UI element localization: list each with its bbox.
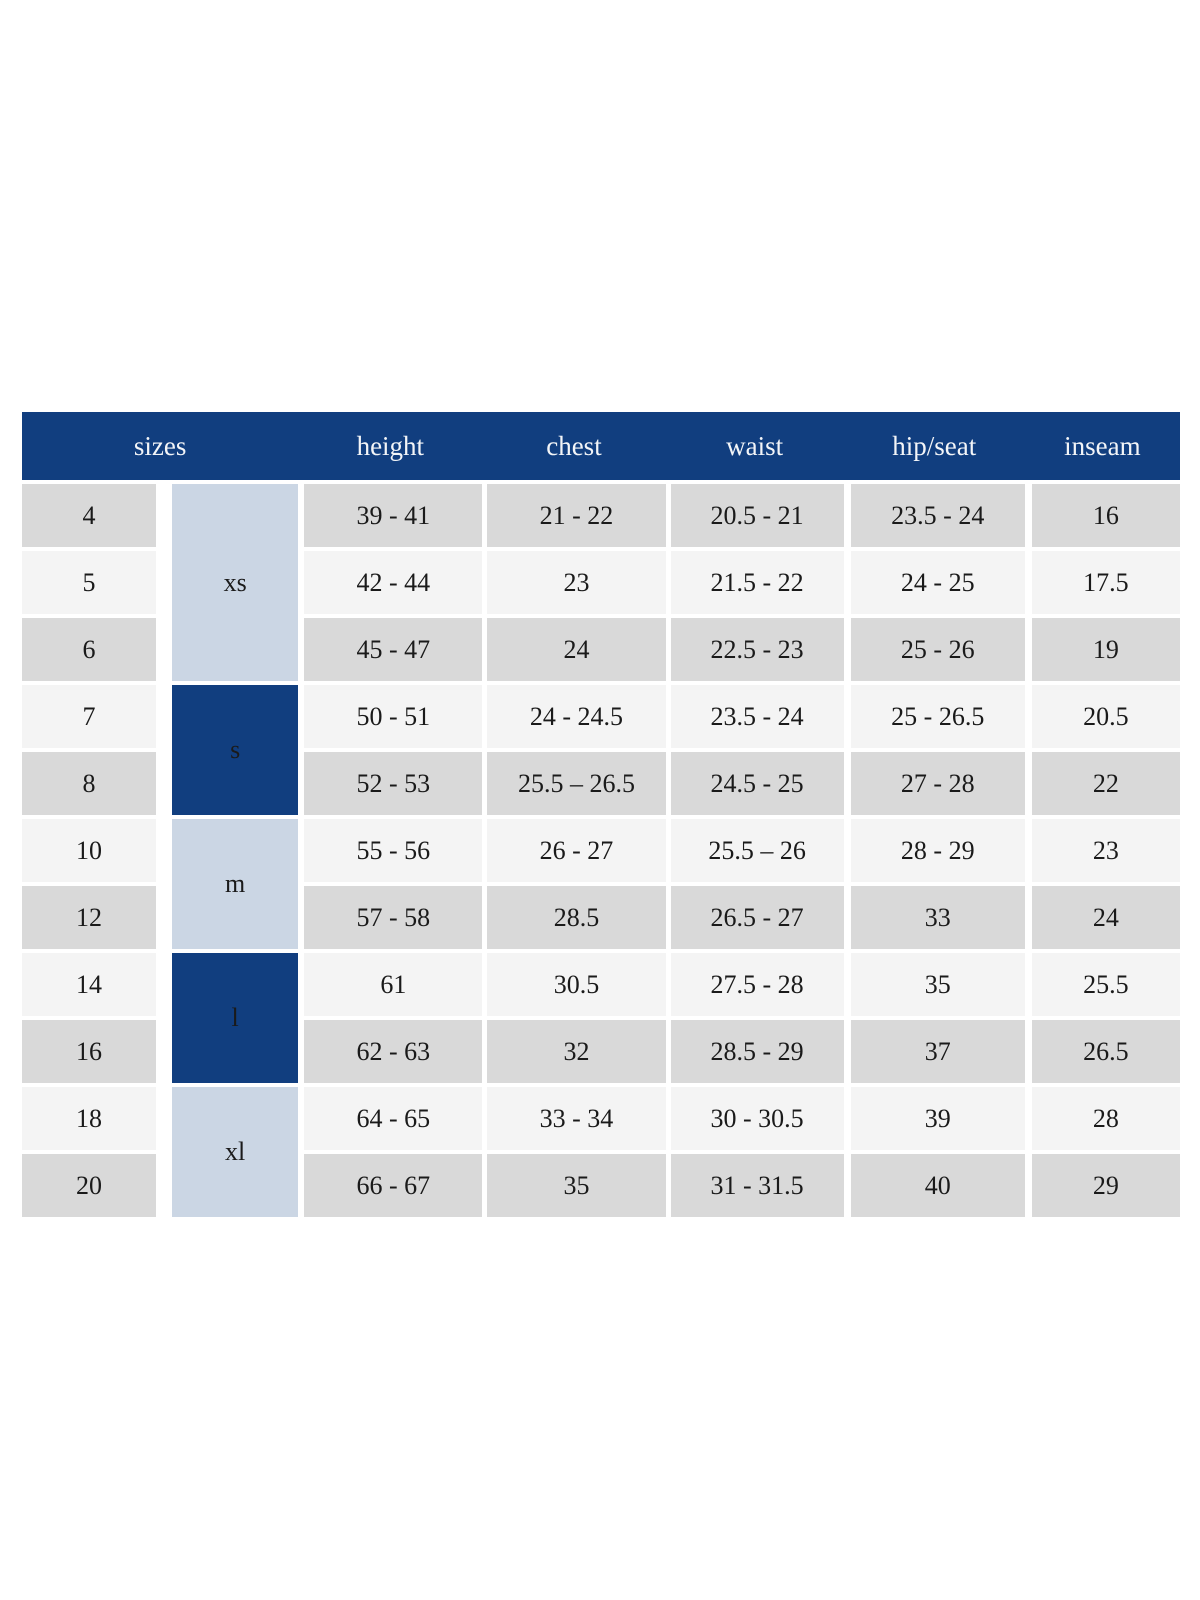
hip-seat-cell: 40 xyxy=(843,1150,1025,1217)
size-group-cell-l: l xyxy=(156,949,299,1083)
height-cell: 42 - 44 xyxy=(298,547,483,614)
inseam-cell: 16 xyxy=(1024,480,1180,547)
chest-cell: 24 - 24.5 xyxy=(482,681,666,748)
size-number-cell: 8 xyxy=(22,748,157,815)
size-group-cell-s: s xyxy=(156,681,299,815)
waist-cell: 20.5 - 21 xyxy=(665,480,844,547)
chest-cell: 23 xyxy=(482,547,666,614)
height-cell: 52 - 53 xyxy=(298,748,483,815)
size-chart: sizes height chest waist hip/seat inseam… xyxy=(22,412,1180,1217)
chest-cell: 30.5 xyxy=(482,949,666,1016)
table-row: 7 s 50 - 51 24 - 24.5 23.5 - 24 25 - 26.… xyxy=(22,681,1180,815)
inseam-cell: 24 xyxy=(1024,882,1180,949)
inseam-cell: 29 xyxy=(1024,1150,1180,1217)
inseam-cell: 22 xyxy=(1024,748,1180,815)
height-cell: 64 - 65 xyxy=(298,1083,483,1150)
waist-cell: 28.5 - 29 xyxy=(665,1016,844,1083)
size-group-cell-m: m xyxy=(156,815,299,949)
chest-cell: 25.5 – 26.5 xyxy=(482,748,666,815)
table-row: 4 xs 39 - 41 21 - 22 20.5 - 21 23.5 - 24… xyxy=(22,480,1180,681)
size-number-cell: 16 xyxy=(22,1016,157,1083)
hip-seat-cell: 24 - 25 xyxy=(843,547,1025,614)
waist-cell: 22.5 - 23 xyxy=(665,614,844,681)
waist-cell: 30 - 30.5 xyxy=(665,1083,844,1150)
size-number-cell: 6 xyxy=(22,614,157,681)
height-cell: 55 - 56 xyxy=(298,815,483,882)
height-cell: 61 xyxy=(298,949,483,1016)
size-chart-table: sizes height chest waist hip/seat inseam… xyxy=(22,412,1180,1217)
inseam-cell: 26.5 xyxy=(1024,1016,1180,1083)
table-row: 10 m 55 - 56 26 - 27 25.5 – 26 28 - 29 2… xyxy=(22,815,1180,949)
size-number-cell: 18 xyxy=(22,1083,157,1150)
inseam-cell: 20.5 xyxy=(1024,681,1180,748)
column-header-height: height xyxy=(298,412,483,480)
size-group-cell-xl: xl xyxy=(156,1083,299,1217)
hip-seat-cell: 39 xyxy=(843,1083,1025,1150)
header-row: sizes height chest waist hip/seat inseam xyxy=(22,412,1180,480)
chest-cell: 21 - 22 xyxy=(482,480,666,547)
chest-cell: 35 xyxy=(482,1150,666,1217)
inseam-cell: 23 xyxy=(1024,815,1180,882)
size-number-cell: 14 xyxy=(22,949,157,1016)
waist-cell: 27.5 - 28 xyxy=(665,949,844,1016)
hip-seat-cell: 37 xyxy=(843,1016,1025,1083)
column-header-waist: waist xyxy=(665,412,844,480)
table-row: 16 62 - 63 32 28.5 - 29 37 26.5 xyxy=(22,1016,1180,1083)
inseam-cell: 19 xyxy=(1024,614,1180,681)
hip-seat-cell: 25 - 26.5 xyxy=(843,681,1025,748)
size-number-cell: 5 xyxy=(22,547,157,614)
size-number-cell: 20 xyxy=(22,1150,157,1217)
table-row: 5 42 - 44 23 21.5 - 22 24 - 25 17.5 xyxy=(22,547,1180,614)
waist-cell: 21.5 - 22 xyxy=(665,547,844,614)
hip-seat-cell: 35 xyxy=(843,949,1025,1016)
table-header: sizes height chest waist hip/seat inseam xyxy=(22,412,1180,480)
inseam-cell: 28 xyxy=(1024,1083,1180,1150)
waist-cell: 25.5 – 26 xyxy=(665,815,844,882)
waist-cell: 31 - 31.5 xyxy=(665,1150,844,1217)
column-header-inseam: inseam xyxy=(1024,412,1180,480)
hip-seat-cell: 28 - 29 xyxy=(843,815,1025,882)
hip-seat-cell: 25 - 26 xyxy=(843,614,1025,681)
height-cell: 66 - 67 xyxy=(298,1150,483,1217)
height-cell: 50 - 51 xyxy=(298,681,483,748)
table-row: 14 l 61 30.5 27.5 - 28 35 25.5 xyxy=(22,949,1180,1083)
table-row: 20 66 - 67 35 31 - 31.5 40 29 xyxy=(22,1150,1180,1217)
waist-cell: 24.5 - 25 xyxy=(665,748,844,815)
waist-cell: 26.5 - 27 xyxy=(665,882,844,949)
height-cell: 57 - 58 xyxy=(298,882,483,949)
table-row: 6 45 - 47 24 22.5 - 23 25 - 26 19 xyxy=(22,614,1180,681)
height-cell: 39 - 41 xyxy=(298,480,483,547)
column-header-hip-seat: hip/seat xyxy=(843,412,1025,480)
table-row: 18 xl 64 - 65 33 - 34 30 - 30.5 39 28 xyxy=(22,1083,1180,1217)
size-number-cell: 7 xyxy=(22,681,157,748)
table-body: 4 xs 39 - 41 21 - 22 20.5 - 21 23.5 - 24… xyxy=(22,480,1180,1217)
table-row: 8 52 - 53 25.5 – 26.5 24.5 - 25 27 - 28 … xyxy=(22,748,1180,815)
height-cell: 45 - 47 xyxy=(298,614,483,681)
column-header-chest: chest xyxy=(482,412,666,480)
hip-seat-cell: 23.5 - 24 xyxy=(843,480,1025,547)
chest-cell: 32 xyxy=(482,1016,666,1083)
size-number-cell: 12 xyxy=(22,882,157,949)
chest-cell: 28.5 xyxy=(482,882,666,949)
waist-cell: 23.5 - 24 xyxy=(665,681,844,748)
hip-seat-cell: 33 xyxy=(843,882,1025,949)
column-header-sizes: sizes xyxy=(22,412,299,480)
chest-cell: 33 - 34 xyxy=(482,1083,666,1150)
size-number-cell: 4 xyxy=(22,480,157,547)
chest-cell: 24 xyxy=(482,614,666,681)
size-number-cell: 10 xyxy=(22,815,157,882)
table-row: 12 57 - 58 28.5 26.5 - 27 33 24 xyxy=(22,882,1180,949)
chest-cell: 26 - 27 xyxy=(482,815,666,882)
inseam-cell: 25.5 xyxy=(1024,949,1180,1016)
height-cell: 62 - 63 xyxy=(298,1016,483,1083)
size-group-cell-xs: xs xyxy=(156,480,299,681)
hip-seat-cell: 27 - 28 xyxy=(843,748,1025,815)
inseam-cell: 17.5 xyxy=(1024,547,1180,614)
